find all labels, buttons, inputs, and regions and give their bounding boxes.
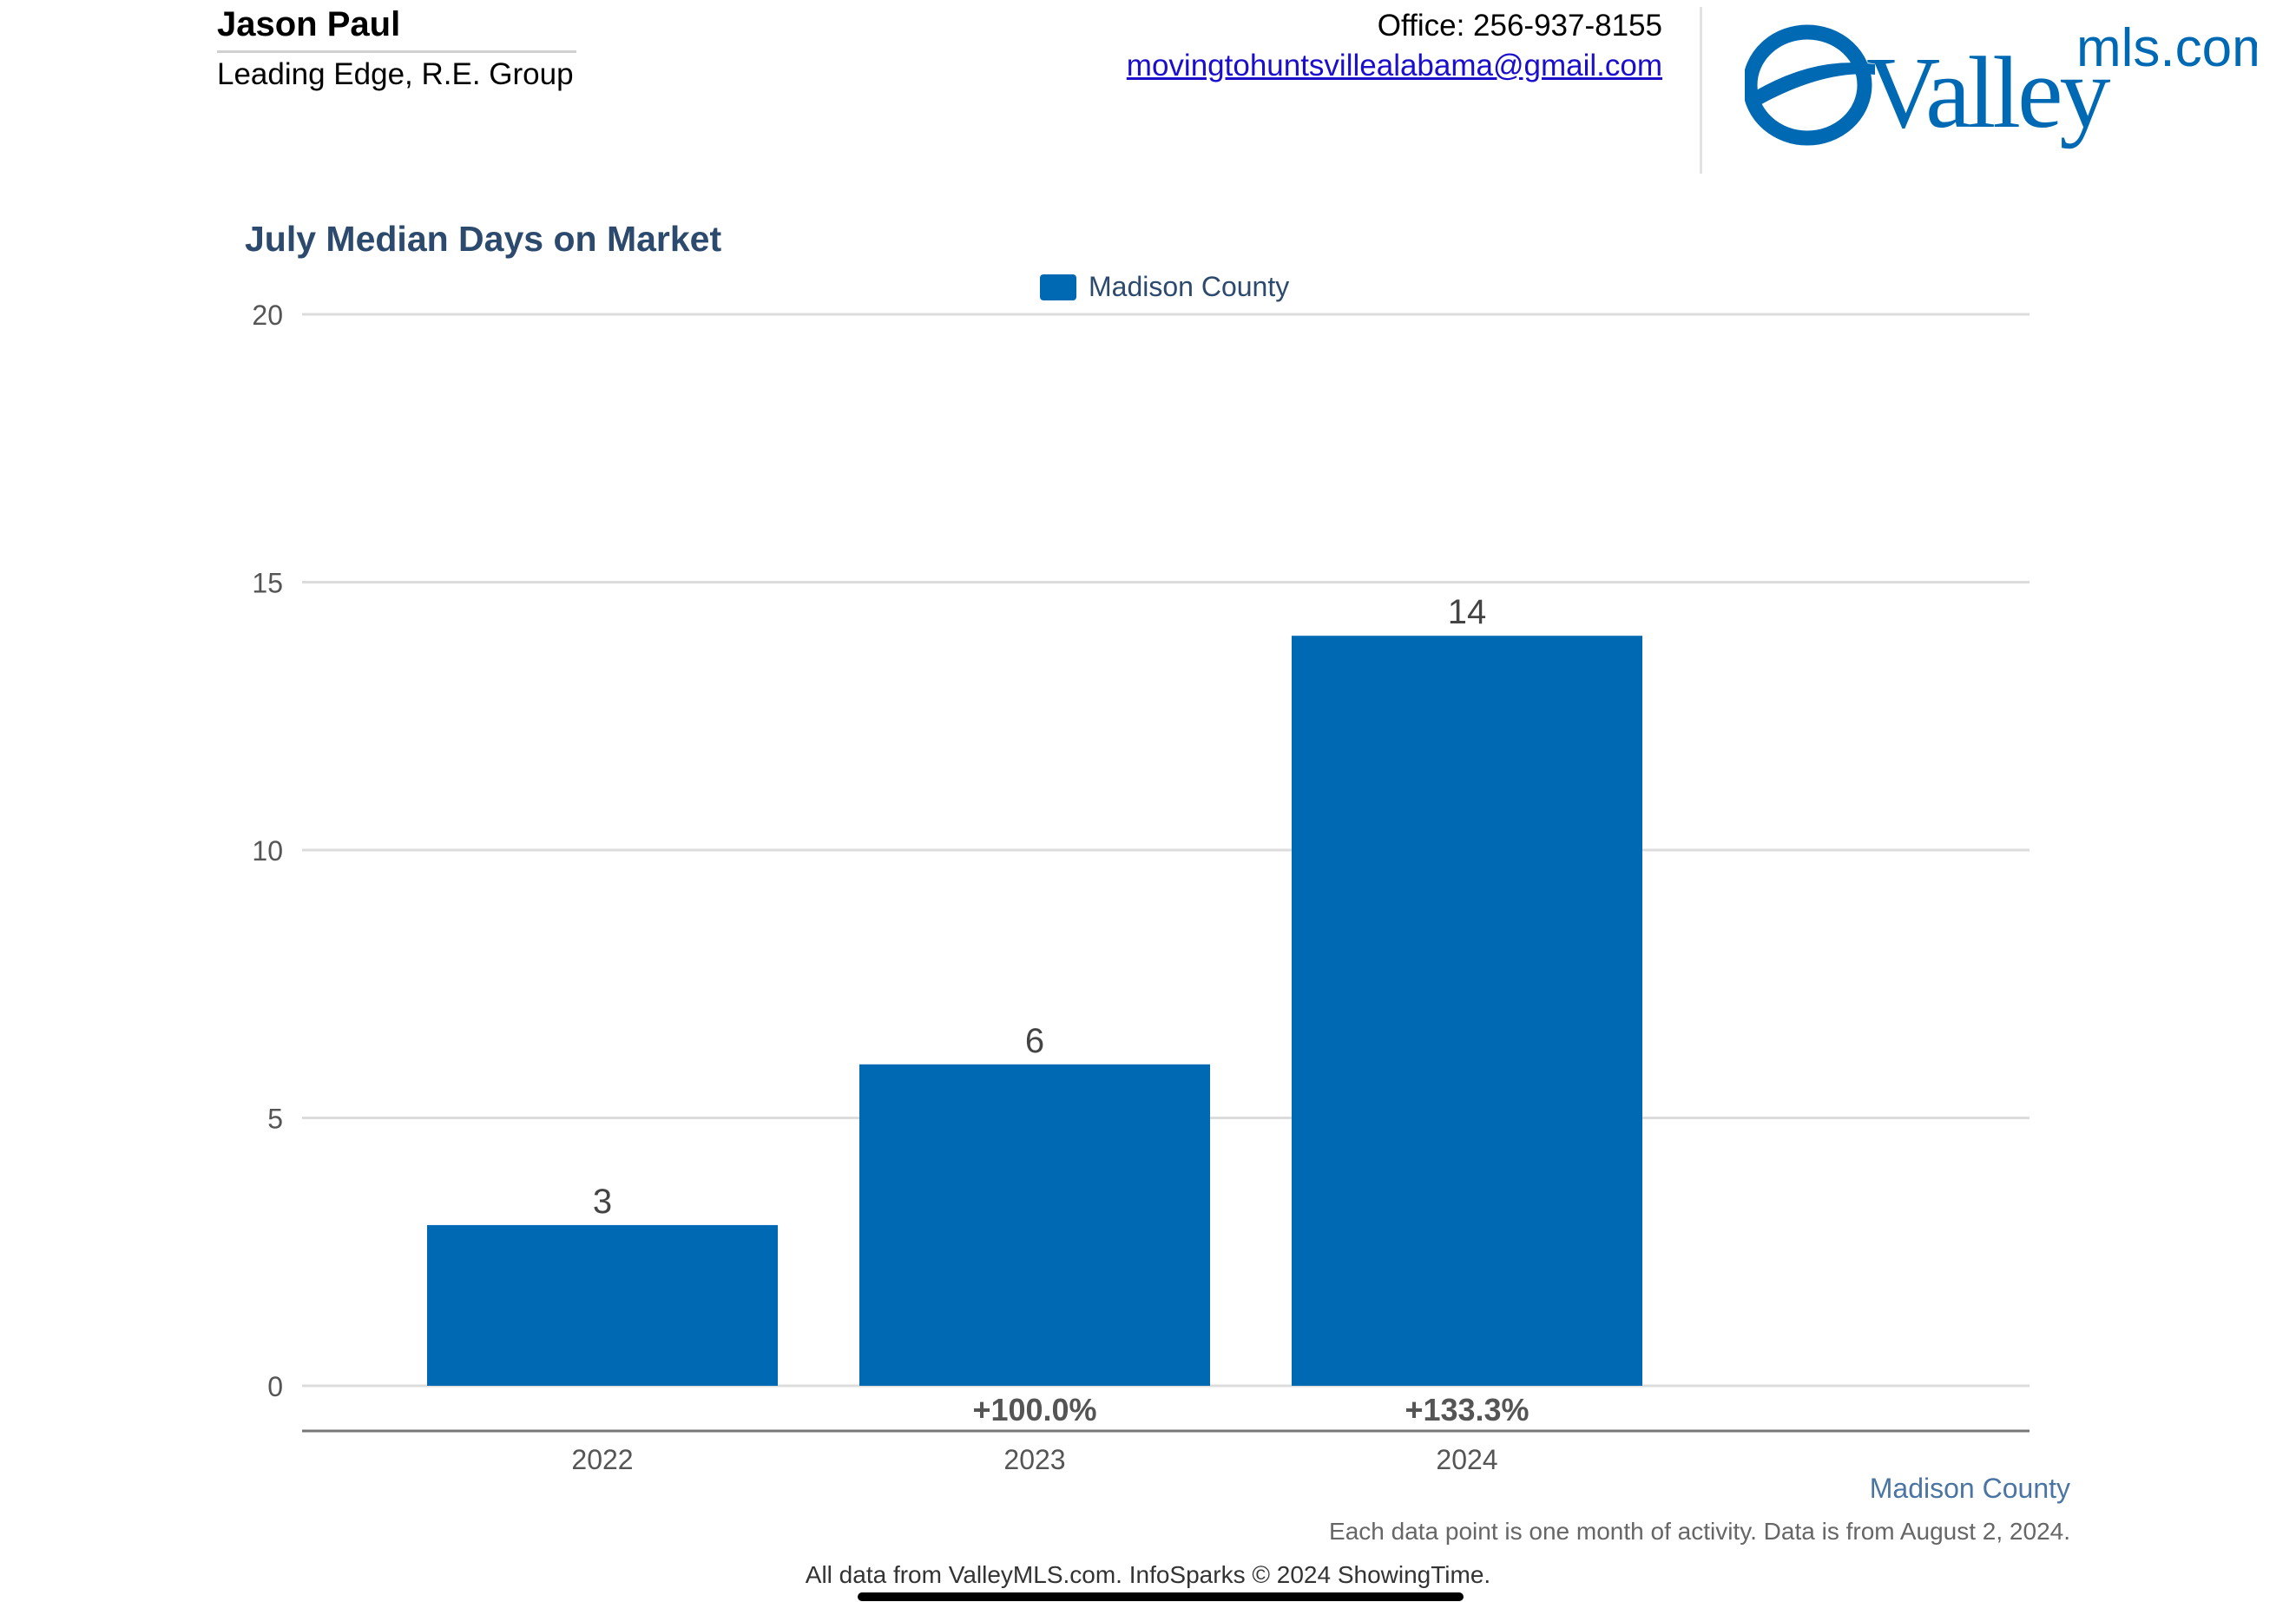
bar-value-label: 6 <box>1025 1022 1044 1060</box>
bar <box>859 1064 1210 1386</box>
agent-name: Jason Paul <box>217 5 401 43</box>
office-phone: Office: 256-937-8155 <box>1377 9 1662 43</box>
logo-suffix-text: mls.com <box>2076 18 2257 78</box>
x-tick-label: 2022 <box>571 1444 633 1475</box>
change-label: +133.3% <box>1405 1392 1529 1427</box>
agent-company: Leading Edge, R.E. Group <box>217 57 574 91</box>
y-tick-label: 15 <box>252 568 283 599</box>
email-link[interactable]: movingtohuntsvillealabama@gmail.com <box>1126 49 1662 82</box>
home-indicator <box>858 1592 1464 1601</box>
source-note: All data from ValleyMLS.com. InfoSparks … <box>805 1561 1491 1588</box>
x-tick-label: 2023 <box>1003 1444 1065 1475</box>
chart-title: July Median Days on Market <box>245 219 722 259</box>
header-divider <box>1700 7 1702 174</box>
valley-mls-logo: Valley mls.com <box>1745 18 2257 149</box>
chart-legend[interactable]: Madison County <box>1040 271 1289 303</box>
county-label[interactable]: Madison County <box>1869 1473 2070 1504</box>
legend-swatch <box>1040 274 1076 300</box>
agent-divider <box>217 50 576 53</box>
bar <box>427 1224 778 1386</box>
y-tick-label: 5 <box>267 1104 283 1135</box>
bar <box>1292 636 1642 1386</box>
legend-label: Madison County <box>1089 271 1290 302</box>
y-tick-label: 10 <box>252 835 283 867</box>
data-note: Each data point is one month of activity… <box>1329 1518 2070 1545</box>
logo-valley-text: Valley <box>1866 36 2110 149</box>
x-tick-label: 2024 <box>1436 1444 1497 1475</box>
y-tick-label: 20 <box>252 300 283 331</box>
logo-swoosh-icon <box>1745 24 1875 146</box>
bar-value-label: 14 <box>1448 593 1487 631</box>
bar-value-label: 3 <box>593 1183 612 1221</box>
y-tick-label: 0 <box>267 1371 283 1402</box>
change-label: +100.0% <box>972 1392 1096 1427</box>
